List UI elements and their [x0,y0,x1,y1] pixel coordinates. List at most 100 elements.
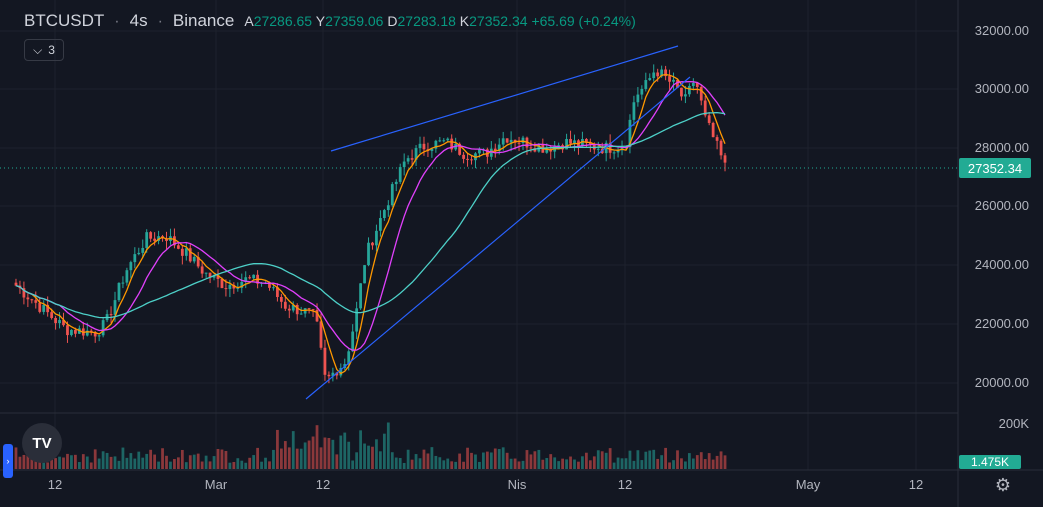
volume-bar [676,450,679,469]
candle-body [34,300,38,303]
time-axis-label: Mar [204,477,228,492]
candle-body [723,155,727,163]
candle-body [644,80,648,89]
volume-bar [684,461,687,469]
volume-bar [474,454,477,469]
interval[interactable]: 4s [129,11,148,30]
volume-bar [77,462,81,469]
candle-body [699,86,703,101]
candle-body [268,282,271,288]
candle-body [703,100,707,116]
volume-bar [351,460,355,469]
candle-body [691,82,695,87]
trendlines[interactable] [305,45,691,400]
candle-body [660,69,664,77]
candle-body [592,143,596,150]
price-axis-label: 20000.00 [974,375,1029,390]
volume-bar [711,459,715,469]
candle-body [89,330,93,332]
volume-bar [581,456,584,469]
volume-bar [414,454,418,469]
price-axis-label: 26000.00 [974,198,1029,213]
candle-body [466,158,469,160]
time-axis-label: 12 [47,477,63,492]
candle-body [50,312,54,318]
volume-bar [672,460,675,469]
volume-bar [34,460,38,469]
candle-body [390,184,394,206]
candle-body [359,283,362,309]
candle-body [410,158,414,160]
volume-bar [632,460,636,469]
volume-bars [14,422,727,469]
sidebar-toggle-handle[interactable]: › [3,444,13,478]
volume-bar [74,454,77,469]
volume-bar [232,461,236,469]
trendline [305,76,691,400]
candle-body [244,277,248,282]
candle-body [497,144,501,152]
volume-bar [529,454,533,469]
symbol-name[interactable]: BTCUSDT [24,11,105,30]
candles [14,64,727,384]
volume-bar [113,456,117,469]
gear-icon[interactable]: ⚙ [994,474,1012,495]
candle-body [478,149,481,154]
candle-body [216,275,220,279]
volume-bar [46,462,50,469]
candle-body [565,138,568,150]
candle-body [398,167,402,182]
volume-bar [125,457,129,469]
volume-bar [240,460,244,469]
volume-bar [537,449,541,469]
candle-body [236,287,240,289]
volume-bar [592,456,596,469]
volume-bar [256,447,259,469]
volume-bar [553,457,557,469]
indicators-toggle-button[interactable]: ⌵ 3 [24,39,64,61]
volume-bar [145,453,149,469]
candle-body [133,254,137,263]
candle-body [442,140,446,142]
volume-bar [307,440,311,469]
candle-body [648,78,652,81]
volume-bar [612,462,616,469]
candle-body [232,284,236,289]
volume-bar [359,430,362,469]
price-axis-label: 22000.00 [974,316,1029,331]
volume-bar [379,451,382,469]
volume-bar [450,461,454,469]
volume-bar [184,462,188,469]
candle-body [283,301,287,309]
time-axis-label: 12 [315,477,331,492]
volume-bar [422,449,426,469]
volume-bar [212,456,216,469]
volume-bar [375,439,378,469]
candle-body [299,313,303,315]
volume-bar [315,425,319,469]
volume-bar [129,453,133,469]
tradingview-logo-icon[interactable]: TV [22,423,62,463]
candle-body [208,272,212,278]
candle-body [38,302,42,312]
volume-bar [640,460,644,469]
candle-body [204,272,208,274]
candle-body [22,288,26,298]
volume-bar [569,456,572,469]
volume-axis-label: 200K [998,416,1029,431]
volume-bar [687,453,691,469]
volume-bar [509,458,513,469]
candle-body [176,245,180,249]
candle-body [636,94,640,103]
candle-body [62,320,65,326]
volume-bar [287,447,291,469]
candle-body [355,308,359,332]
price-axis-label: 24000.00 [974,257,1029,272]
candle-body [521,137,525,144]
ma-slow-line [15,111,726,319]
volume-bar [406,449,410,469]
candle-body [608,142,612,153]
volume-bar [323,437,327,469]
candle-body [30,299,34,301]
